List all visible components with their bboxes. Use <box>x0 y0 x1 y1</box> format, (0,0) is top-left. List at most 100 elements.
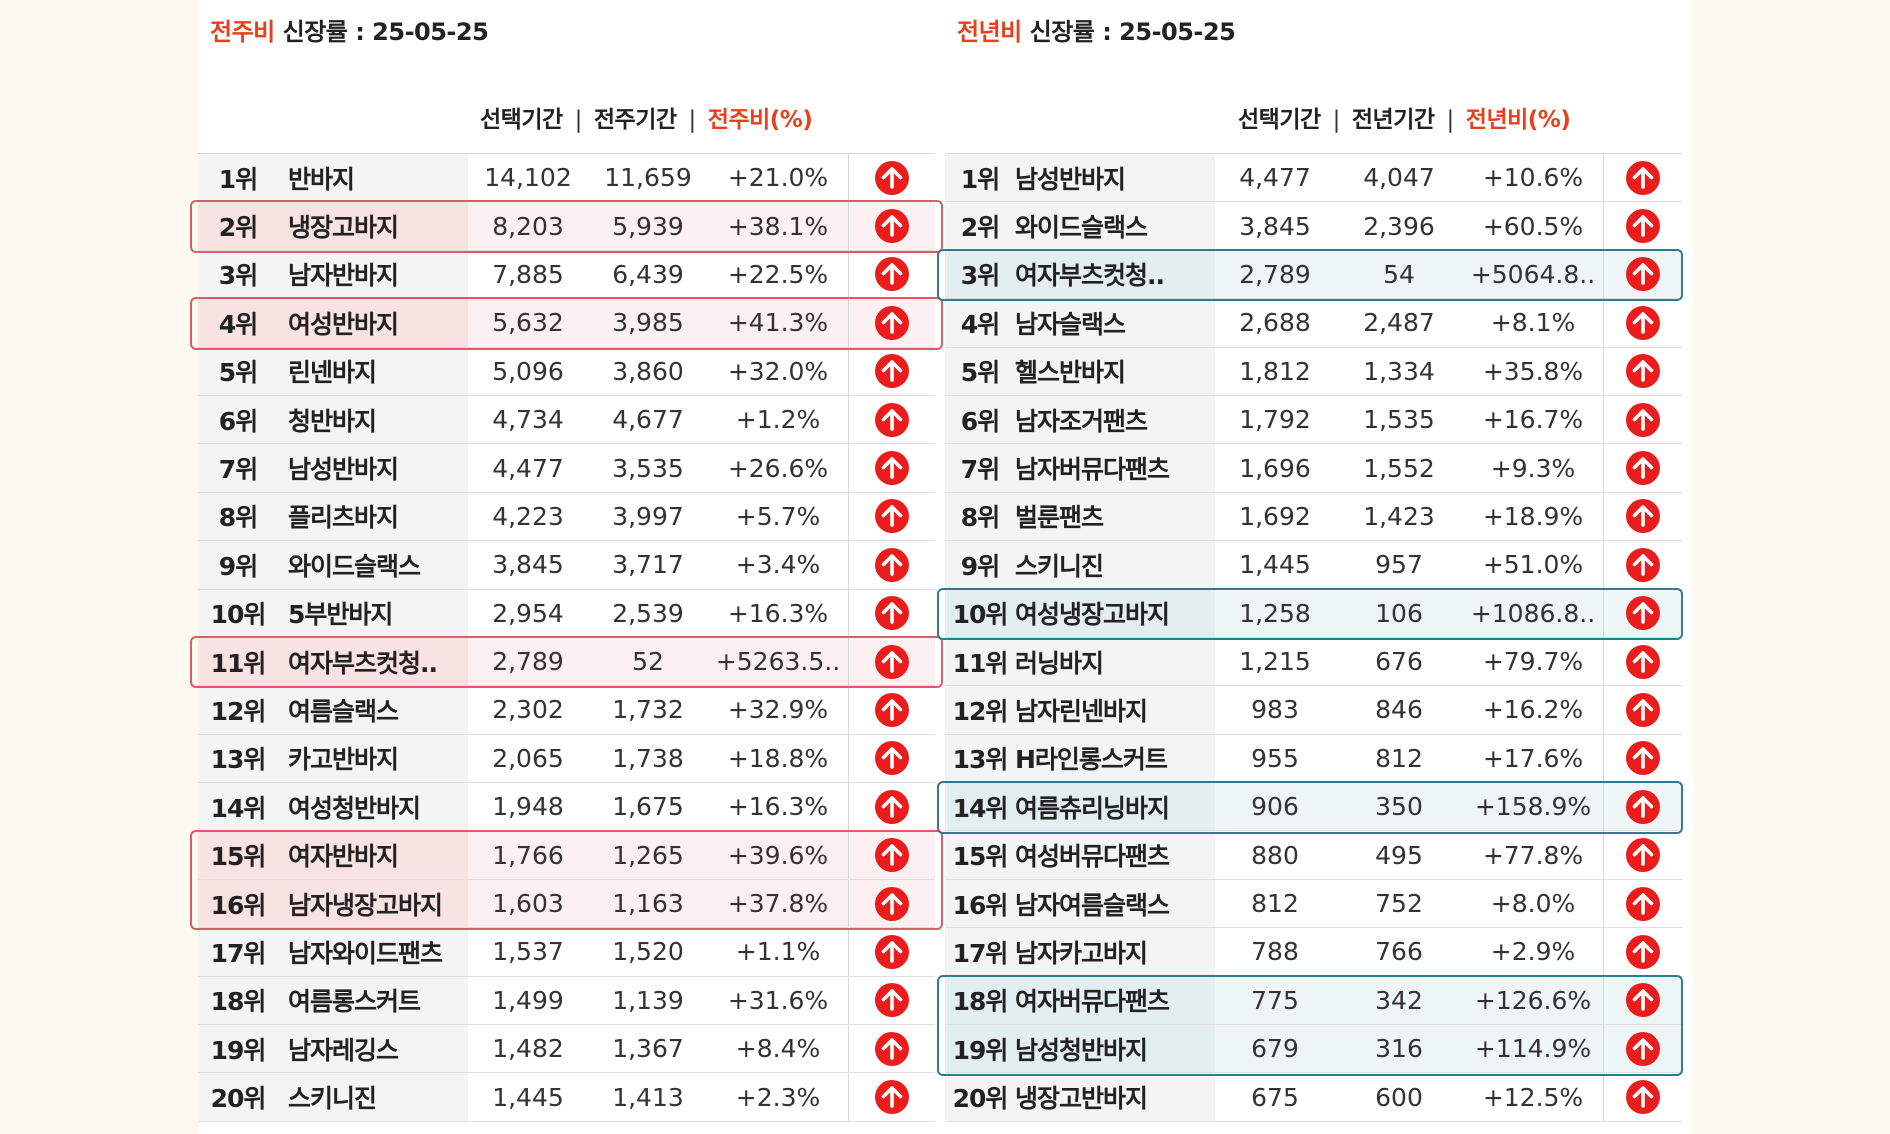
compare-period-cell: 1,732 <box>612 695 684 725</box>
keyword-cell: 남성반바지 <box>278 444 468 492</box>
growth-rate-cell: +16.7% <box>1482 405 1584 435</box>
growth-rate-cell: +18.8% <box>727 743 829 773</box>
rank-cell: 15위 <box>945 831 1015 879</box>
selected-period-cell: 1,445 <box>492 1082 564 1112</box>
table-row: 11위 러닝바지 1,215 676 +79.7% <box>945 637 1682 687</box>
ranking-table: 1위 남성반바지 4,477 4,047 +10.6% 2위 와이드슬랙스 3,845 2,39… <box>937 153 1683 1122</box>
selected-period-cell: 983 <box>1251 695 1299 725</box>
selected-period-cell: 5,096 <box>492 356 564 386</box>
selected-period-cell: 955 <box>1251 743 1299 773</box>
rank-cell: 17위 <box>198 928 278 976</box>
table-row: 6위 남자조거팬츠 1,792 1,535 +16.7% <box>945 395 1682 445</box>
arrow-up-circle-icon <box>875 644 909 679</box>
growth-rate-cell: +18.9% <box>1482 501 1584 531</box>
growth-rate-cell: +17.6% <box>1482 743 1584 773</box>
keyword-cell: 린넨바지 <box>278 347 468 395</box>
table-row: 4위 남자슬랙스 2,688 2,487 +8.1% <box>945 299 1682 348</box>
table-row: 19위 남성청반바지 679 316 +114.9% <box>945 1025 1682 1074</box>
growth-rate-cell: +8.4% <box>735 1034 821 1064</box>
compare-period-cell: 2,539 <box>612 598 684 628</box>
keyword-cell: 여름롱스커트 <box>278 976 468 1025</box>
growth-rate-cell: +126.6% <box>1474 985 1592 1015</box>
growth-rate-cell: +16.2% <box>1482 695 1584 725</box>
header-selected: 선택기간 <box>1238 107 1321 133</box>
arrow-up-circle-icon <box>875 209 909 244</box>
table-row: 6위 청반바지 4,734 4,677 +1.2% <box>198 395 935 445</box>
selected-period-cell: 1,482 <box>492 1034 564 1064</box>
ranking-table: 1위 반바지 14,102 11,659 +21.0% 2위 냉장고바지 8,203 5,939… <box>190 153 943 1122</box>
keyword-cell: 남자냉장고바지 <box>278 879 468 928</box>
table-row: 17위 남자카고바지 788 766 +2.9% <box>945 928 1682 977</box>
growth-rate-cell: +51.0% <box>1482 550 1584 580</box>
table-row: 14위 여성청반바지 1,948 1,675 +16.3% <box>198 783 935 832</box>
growth-rate-cell: +12.5% <box>1482 1082 1584 1112</box>
compare-period-cell: 1,423 <box>1363 501 1435 531</box>
selected-period-cell: 1,692 <box>1239 501 1311 531</box>
growth-rate-cell: +1086.8.. <box>1470 598 1596 628</box>
table-row: 2위 냉장고바지 8,203 5,939 +38.1% <box>198 202 935 251</box>
arrow-up-circle-icon <box>1626 934 1660 969</box>
arrow-up-circle-icon <box>875 886 909 921</box>
compare-period-cell: 1,413 <box>612 1082 684 1112</box>
header-selected: 선택기간 <box>480 107 563 133</box>
rank-cell: 1위 <box>198 154 278 202</box>
keyword-cell: 여성냉장고바지 <box>1015 589 1215 637</box>
growth-rate-cell: +1.1% <box>735 937 821 967</box>
compare-period-cell: 1,535 <box>1363 405 1435 435</box>
arrow-up-circle-icon <box>875 983 909 1018</box>
rank-cell: 4위 <box>945 299 1015 347</box>
rank-cell: 12위 <box>198 686 278 734</box>
selected-period-cell: 1,696 <box>1239 453 1311 483</box>
rank-cell: 14위 <box>198 783 278 831</box>
arrow-up-circle-icon <box>1626 402 1660 437</box>
rank-cell: 12위 <box>945 686 1015 734</box>
compare-period-cell: 1,520 <box>612 937 684 967</box>
growth-rate-cell: +31.6% <box>727 985 829 1015</box>
growth-rate-cell: +60.5% <box>1482 211 1584 241</box>
selected-period-cell: 1,445 <box>1239 550 1311 580</box>
rank-cell: 19위 <box>945 1025 1015 1073</box>
rank-cell: 16위 <box>198 879 278 928</box>
selected-period-cell: 775 <box>1251 985 1299 1015</box>
arrow-up-circle-icon <box>1626 354 1660 389</box>
keyword-cell: 청반바지 <box>278 395 468 444</box>
compare-period-cell: 3,860 <box>612 356 684 386</box>
rank-cell: 7위 <box>198 444 278 492</box>
arrow-up-circle-icon <box>875 1031 909 1066</box>
arrow-up-circle-icon <box>875 402 909 437</box>
compare-period-cell: 1,265 <box>612 840 684 870</box>
rank-cell: 4위 <box>198 299 278 347</box>
growth-rate-cell: +114.9% <box>1474 1034 1592 1064</box>
arrow-up-circle-icon <box>1626 305 1660 340</box>
rank-cell: 9위 <box>945 541 1015 589</box>
growth-rate-cell: +9.3% <box>1490 453 1576 483</box>
compare-period-cell: 5,939 <box>612 211 684 241</box>
header-compare: 전주기간 <box>593 107 677 133</box>
rank-cell: 10위 <box>198 589 278 637</box>
rank-cell: 6위 <box>198 395 278 444</box>
rank-cell: 13위 <box>945 734 1015 783</box>
table-row: 13위 카고반바지 2,065 1,738 +18.8% <box>198 734 935 784</box>
rank-cell: 11위 <box>198 637 278 686</box>
growth-rate-cell: +1.2% <box>735 405 821 435</box>
growth-rate-cell: +2.9% <box>1490 937 1576 967</box>
keyword-cell: 남자레깅스 <box>278 1025 468 1073</box>
table-row: 2위 와이드슬랙스 3,845 2,396 +60.5% <box>945 202 1682 251</box>
arrow-up-circle-icon <box>1626 499 1660 534</box>
keyword-cell: 여름츄리닝바지 <box>1015 783 1215 831</box>
compare-period-cell: 846 <box>1375 695 1423 725</box>
selected-period-cell: 2,302 <box>492 695 564 725</box>
selected-period-cell: 8,203 <box>492 211 564 241</box>
table-row: 15위 여성버뮤다팬츠 880 495 +77.8% <box>945 831 1682 880</box>
selected-period-cell: 5,632 <box>492 308 564 338</box>
growth-rate-cell: +5064.8.. <box>1470 259 1596 289</box>
compare-period-cell: 2,396 <box>1363 211 1435 241</box>
keyword-cell: 와이드슬랙스 <box>1015 202 1215 250</box>
keyword-cell: 카고반바지 <box>278 734 468 783</box>
column-header: 선택기간 | 전주기간 | 전주비(%) <box>480 107 813 133</box>
compare-period-cell: 316 <box>1375 1034 1423 1064</box>
arrow-up-circle-icon <box>1626 789 1660 824</box>
rank-cell: 6위 <box>945 395 1015 444</box>
keyword-cell: 남자버뮤다팬츠 <box>1015 444 1215 492</box>
keyword-cell: 여자부츠컷청.. <box>278 637 468 686</box>
